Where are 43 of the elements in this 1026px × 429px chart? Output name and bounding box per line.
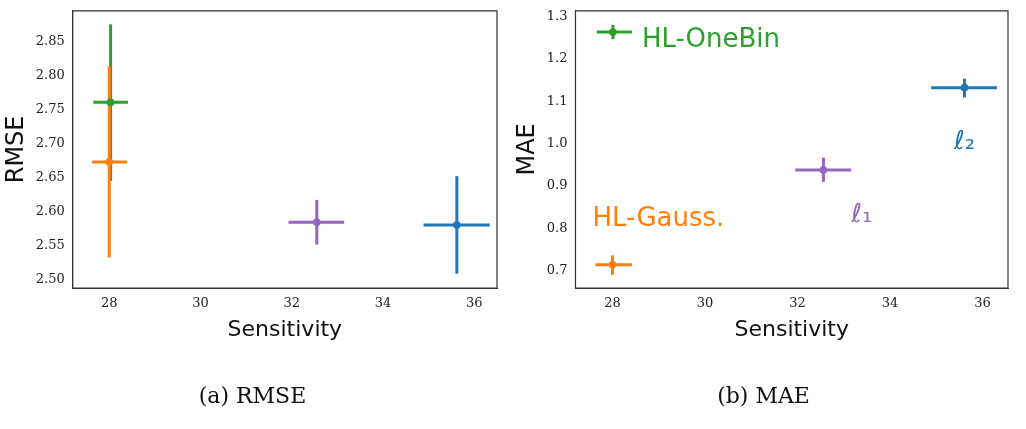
x-axis-title: Sensitivity — [734, 315, 850, 341]
y-tick-label: 2.80 — [35, 67, 65, 83]
y-tick-label: 2.55 — [35, 236, 65, 252]
y-tick-label: 1.1 — [546, 92, 568, 108]
x-tick-label: 34 — [374, 295, 392, 311]
y-tick-label: 2.60 — [35, 202, 65, 218]
series-label: HL-Gauss. — [592, 202, 725, 233]
x-tick-label: 28 — [604, 295, 621, 311]
x-tick-label: 28 — [100, 295, 118, 311]
point — [452, 220, 461, 229]
y-tick-label: 0.9 — [546, 177, 568, 193]
y-tick-label: 2.70 — [35, 135, 65, 151]
x-axis-title: Sensitivity — [227, 315, 343, 341]
point — [106, 98, 115, 107]
x-tick-label: 34 — [881, 295, 899, 311]
y-tick-label: 2.50 — [35, 270, 65, 286]
text: (b) MAE — [716, 383, 811, 408]
point — [819, 165, 828, 174]
x-tick-label: 30 — [192, 295, 209, 311]
y-tick-label: 1.2 — [546, 50, 568, 66]
y-tick-label: 0.7 — [546, 262, 568, 278]
y-tick-label: 0.8 — [546, 219, 568, 235]
text: (a) RMSE — [197, 383, 308, 408]
point — [960, 83, 969, 92]
y-tick-label: 1.0 — [546, 135, 568, 151]
y-tick-label: 2.85 — [35, 33, 65, 49]
y-tick-label: 2.75 — [35, 101, 65, 117]
y-axis-title: RMSE — [0, 115, 29, 184]
series-label: ℓ₂ — [952, 125, 976, 156]
x-tick-label: 30 — [696, 295, 714, 311]
x-tick-label: 36 — [974, 295, 991, 311]
y-axis-title: MAE — [511, 123, 540, 176]
point — [312, 218, 321, 227]
x-tick-label: 32 — [283, 295, 300, 311]
point — [105, 157, 114, 166]
point — [608, 28, 617, 37]
series-label: HL-OneBin — [641, 22, 781, 53]
series-label: ℓ₁ — [850, 197, 873, 228]
x-tick-label: 32 — [789, 295, 806, 311]
point — [608, 260, 617, 269]
y-tick-label: 2.65 — [35, 168, 65, 184]
y-tick-label: 1.3 — [546, 7, 568, 23]
x-tick-label: 36 — [465, 295, 483, 311]
